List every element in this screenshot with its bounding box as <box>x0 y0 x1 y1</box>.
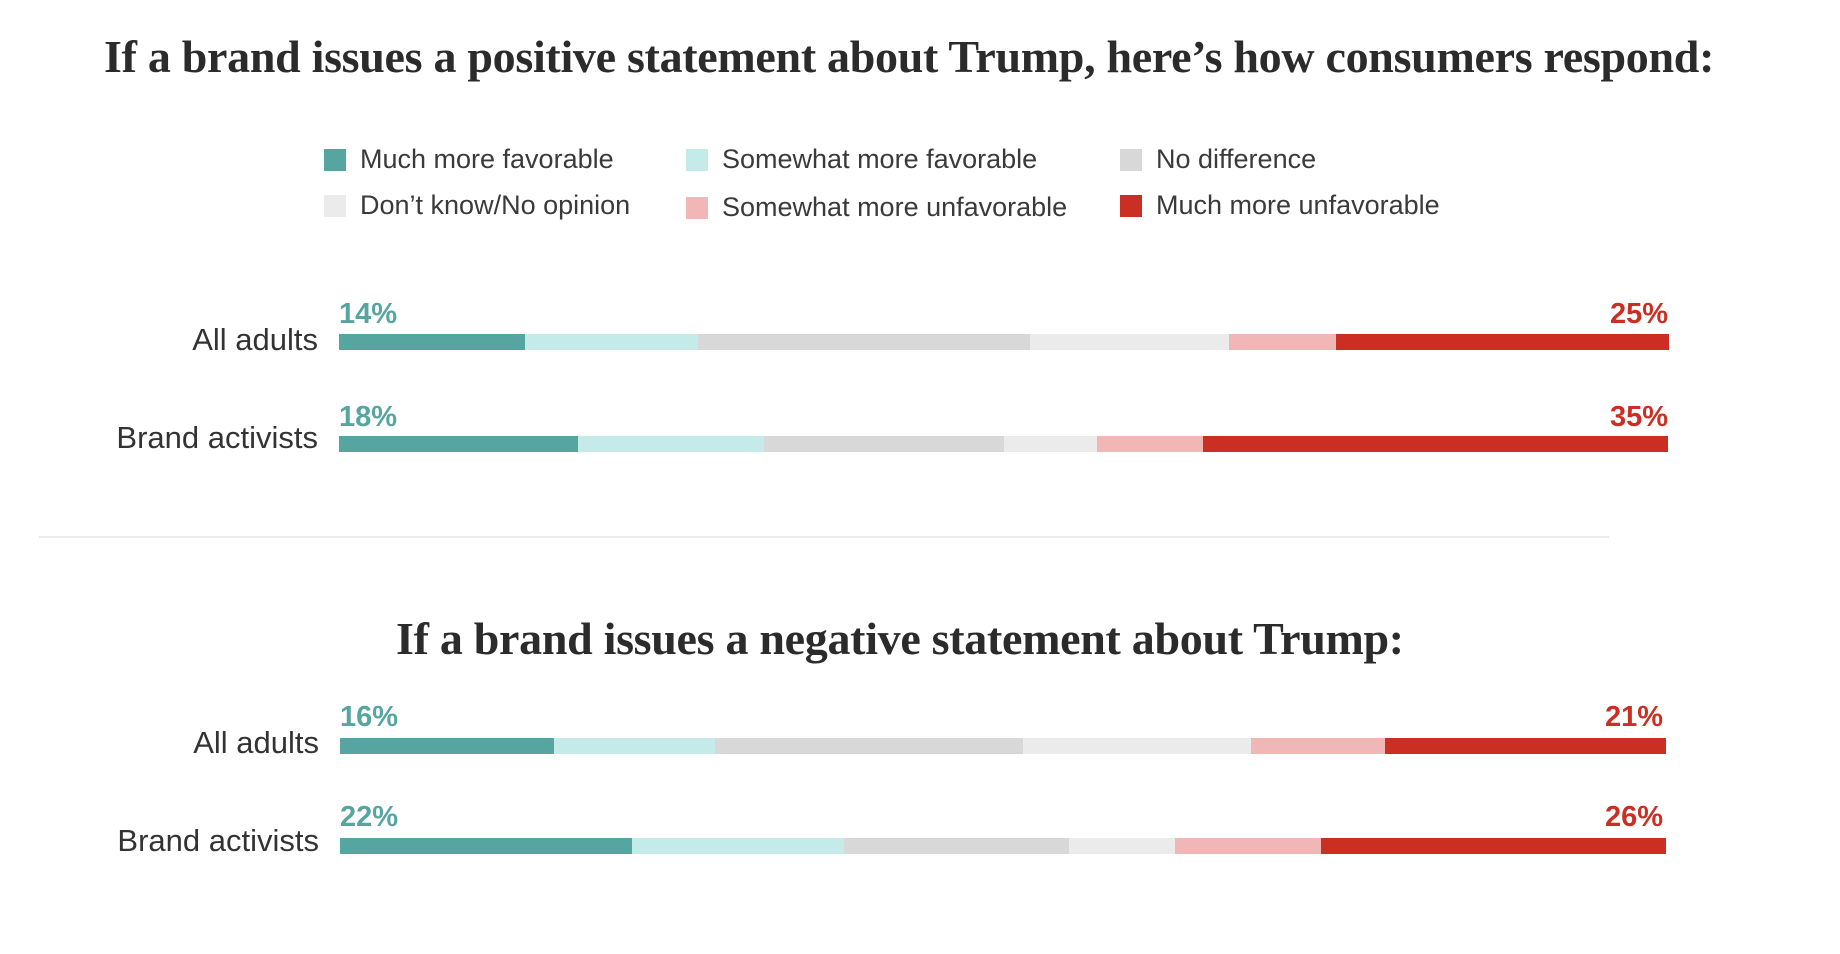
bar-segment-much-more-unfavorable <box>1384 738 1667 754</box>
data-label-unfavorable: 35% <box>1609 401 1668 433</box>
legend-label: Much more favorable <box>360 144 614 174</box>
stacked-bar <box>340 738 1667 754</box>
bar-segment-much-more-unfavorable <box>1335 334 1669 350</box>
section-divider <box>39 536 1609 538</box>
stacked-bar <box>339 334 1669 350</box>
legend-swatch <box>324 148 346 171</box>
legend-swatch <box>686 148 708 171</box>
stacked-bar <box>340 838 1667 854</box>
data-label-unfavorable: 26% <box>1604 801 1663 833</box>
legend-item-somewhat-more-favorable: Somewhat more favorable <box>686 144 1037 175</box>
data-label-unfavorable: 25% <box>1609 298 1668 330</box>
bar-segment-much-more-unfavorable <box>1321 838 1667 854</box>
legend-swatch <box>1120 194 1142 217</box>
bar-segment-somewhat-more-favorable <box>578 436 765 452</box>
bar-segment-much-more-favorable <box>339 334 526 350</box>
data-label-favorable: 14% <box>339 298 398 330</box>
bar-segment-somewhat-more-unfavorable <box>1096 436 1204 452</box>
row-label-all-adults: All adults <box>193 725 319 760</box>
bar-segment-dont-know <box>1023 738 1252 754</box>
chart-title-negative: If a brand issues a negative statement a… <box>396 613 1404 664</box>
row-label-brand-activists: Brand activists <box>117 823 319 858</box>
bar-segment-much-more-favorable <box>339 436 579 452</box>
legend-label: No difference <box>1156 144 1317 174</box>
bar-segment-dont-know <box>1003 436 1098 452</box>
legend-label: Somewhat more unfavorable <box>722 192 1068 222</box>
bar-segment-no-difference <box>715 738 1024 754</box>
bar-segment-much-more-favorable <box>340 838 633 854</box>
bar-segment-somewhat-more-unfavorable <box>1175 838 1322 854</box>
bar-segment-somewhat-more-favorable <box>554 738 716 754</box>
bar-segment-no-difference <box>697 334 1031 350</box>
data-label-favorable: 18% <box>339 401 398 433</box>
data-label-favorable: 22% <box>340 801 399 833</box>
stacked-bar <box>339 436 1669 452</box>
chart-title-positive: If a brand issues a positive statement a… <box>104 31 1715 82</box>
data-label-favorable: 16% <box>340 701 399 733</box>
bar-segment-dont-know <box>1069 838 1176 854</box>
legend-item-somewhat-more-unfavorable: Somewhat more unfavorable <box>686 192 1067 223</box>
legend-label: Don’t know/No opinion <box>360 190 631 220</box>
bar-segment-somewhat-more-unfavorable <box>1250 738 1386 754</box>
bar-segment-much-more-unfavorable <box>1202 436 1669 452</box>
legend-item-much-more-favorable: Much more favorable <box>324 144 614 175</box>
bar-segment-somewhat-more-favorable <box>525 334 699 350</box>
legend-item-much-more-unfavorable: Much more unfavorable <box>1120 190 1440 221</box>
legend-item-no-difference: No difference <box>1120 144 1316 175</box>
row-label-all-adults: All adults <box>192 322 318 357</box>
legend-item-dont-know: Don’t know/No opinion <box>324 190 630 221</box>
bar-segment-somewhat-more-unfavorable <box>1229 334 1337 350</box>
data-label-unfavorable: 21% <box>1604 701 1663 733</box>
legend-label: Much more unfavorable <box>1156 190 1440 220</box>
bar-segment-dont-know <box>1030 334 1230 350</box>
legend-swatch <box>686 196 708 219</box>
row-label-brand-activists: Brand activists <box>116 420 318 455</box>
legend: Much more favorable Somewhat more favora… <box>324 140 1524 240</box>
bar-segment-much-more-favorable <box>340 738 555 754</box>
bar-segment-no-difference <box>764 436 1004 452</box>
legend-swatch <box>1120 148 1142 171</box>
bar-segment-no-difference <box>843 838 1070 854</box>
legend-swatch <box>324 194 346 217</box>
legend-label: Somewhat more favorable <box>722 144 1038 174</box>
bar-segment-somewhat-more-favorable <box>631 838 845 854</box>
